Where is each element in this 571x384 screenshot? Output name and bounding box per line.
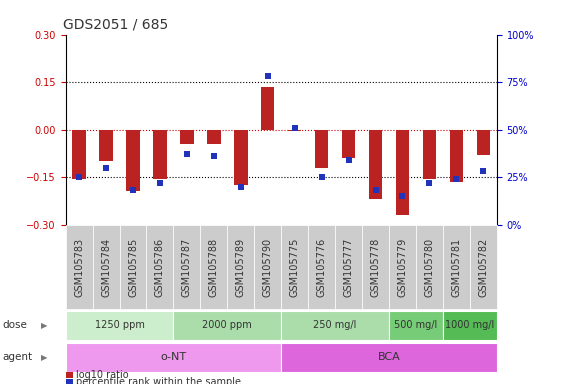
Text: GSM105788: GSM105788	[209, 238, 219, 297]
Point	[102, 165, 111, 171]
Point	[263, 73, 272, 79]
Text: GSM105787: GSM105787	[182, 238, 192, 297]
Bar	[449, 130, 463, 182]
Text: GSM105778: GSM105778	[371, 238, 380, 297]
Text: BCA: BCA	[377, 352, 400, 362]
Point	[155, 180, 164, 186]
Point	[75, 174, 84, 180]
Bar	[281, 311, 389, 340]
Bar	[396, 130, 409, 215]
Bar	[423, 130, 436, 179]
Point	[452, 176, 461, 182]
Point	[182, 151, 191, 157]
Bar	[234, 130, 248, 185]
Bar	[66, 343, 281, 372]
Point	[290, 125, 299, 131]
Text: GDS2051 / 685: GDS2051 / 685	[63, 17, 168, 31]
Point	[425, 180, 434, 186]
Point	[128, 187, 138, 194]
Text: percentile rank within the sample: percentile rank within the sample	[76, 377, 241, 384]
Bar	[477, 130, 490, 155]
Text: 250 mg/l: 250 mg/l	[313, 320, 357, 331]
Point	[210, 153, 219, 159]
Text: log10 ratio: log10 ratio	[76, 370, 128, 380]
Text: ▶: ▶	[41, 321, 47, 330]
Bar	[315, 130, 328, 168]
Bar	[342, 130, 355, 158]
Text: GSM105780: GSM105780	[424, 238, 435, 297]
Bar	[153, 130, 167, 179]
Bar	[281, 343, 497, 372]
Point	[371, 187, 380, 194]
Text: GSM105783: GSM105783	[74, 238, 84, 297]
Text: GSM105786: GSM105786	[155, 238, 165, 297]
Text: GSM105777: GSM105777	[344, 238, 353, 297]
Bar	[180, 130, 194, 144]
Point	[398, 193, 407, 199]
Text: GSM105776: GSM105776	[317, 238, 327, 297]
Text: GSM105785: GSM105785	[128, 238, 138, 297]
Text: GSM105779: GSM105779	[397, 238, 408, 297]
Bar	[99, 130, 113, 161]
Bar	[443, 311, 497, 340]
Bar	[288, 130, 301, 131]
Text: GSM105775: GSM105775	[289, 238, 300, 297]
Point	[317, 174, 326, 180]
Text: GSM105790: GSM105790	[263, 238, 273, 297]
Text: GSM105781: GSM105781	[451, 238, 461, 297]
Text: dose: dose	[3, 320, 28, 331]
Text: GSM105782: GSM105782	[478, 238, 488, 297]
Point	[236, 184, 246, 190]
Text: GSM105784: GSM105784	[101, 238, 111, 297]
Text: GSM105789: GSM105789	[236, 238, 246, 297]
Point	[344, 157, 353, 163]
Point	[478, 168, 488, 174]
Bar	[66, 311, 174, 340]
Bar	[261, 87, 275, 130]
Bar	[389, 311, 443, 340]
Bar	[207, 130, 220, 144]
Bar	[73, 130, 86, 179]
Text: 2000 ppm: 2000 ppm	[203, 320, 252, 331]
Text: 1000 mg/l: 1000 mg/l	[445, 320, 494, 331]
Text: 1250 ppm: 1250 ppm	[95, 320, 144, 331]
Text: agent: agent	[3, 352, 33, 362]
Text: o-NT: o-NT	[160, 352, 187, 362]
Bar	[369, 130, 382, 199]
Bar	[126, 130, 140, 191]
Text: ▶: ▶	[41, 353, 47, 362]
Bar	[174, 311, 281, 340]
Text: 500 mg/l: 500 mg/l	[395, 320, 437, 331]
